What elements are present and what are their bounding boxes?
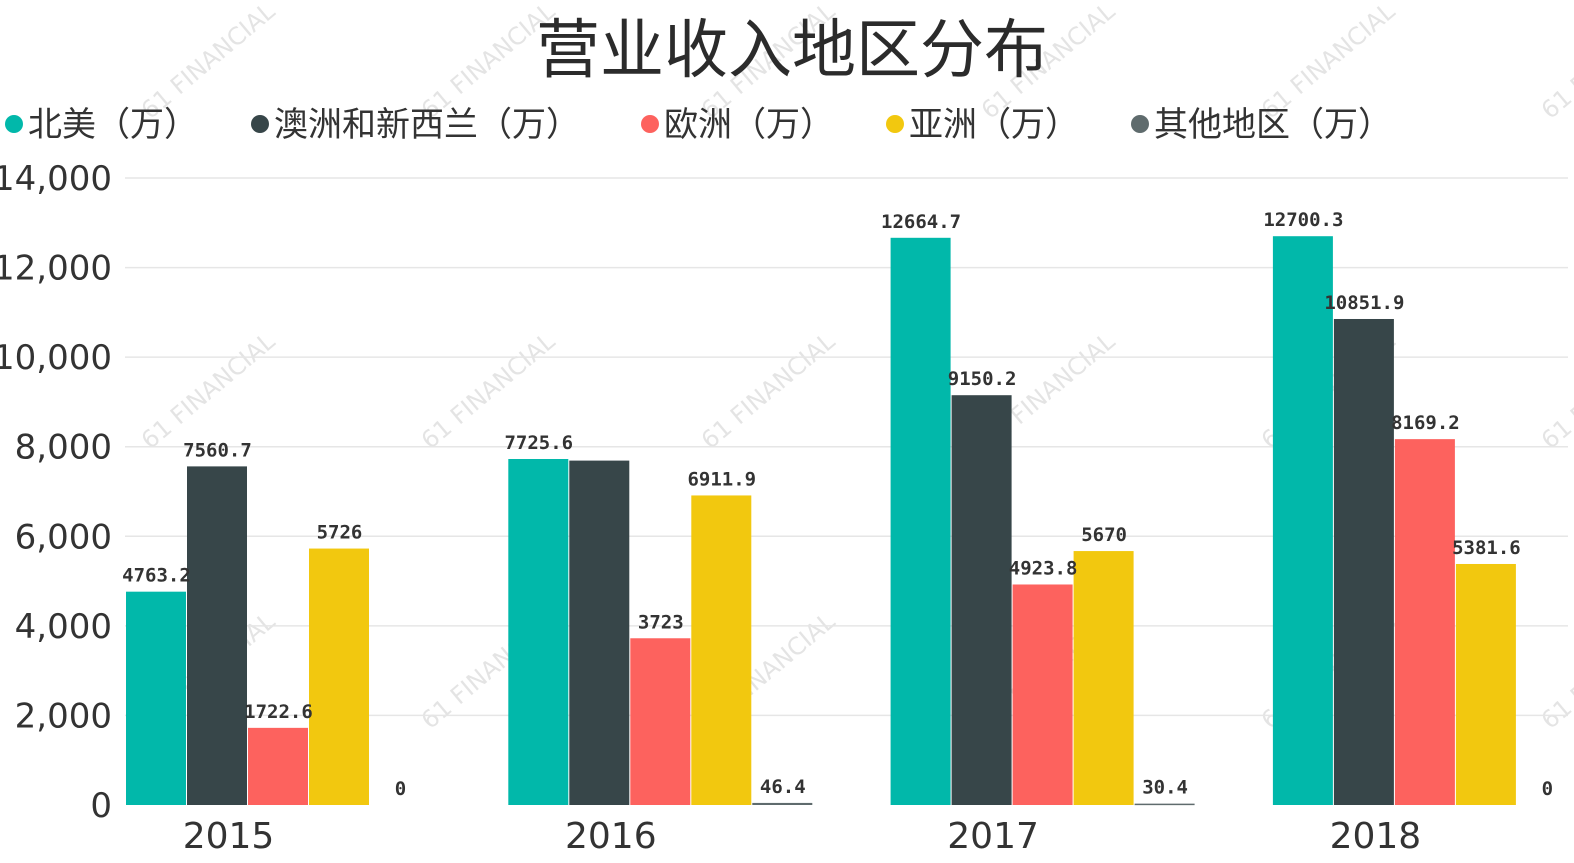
data-label: 6911.9 <box>687 468 756 490</box>
bar-欧洲（万）-2018 <box>1394 439 1455 805</box>
chart-title: 营业收入地区分布 <box>536 14 1048 88</box>
legend-label: 亚洲（万） <box>909 105 1079 145</box>
data-label: 3723 <box>638 611 684 633</box>
legend-label: 欧洲（万） <box>664 105 834 145</box>
legend-marker <box>641 115 659 133</box>
y-tick-label: 10,000 <box>0 338 112 378</box>
data-label: 8169.2 <box>1391 412 1460 434</box>
x-tick-label: 2016 <box>565 816 657 857</box>
bar-亚洲（万）-2016 <box>691 495 752 805</box>
bar-澳洲和新西兰（万）-2016 <box>569 460 630 805</box>
bar-欧洲（万）-2016 <box>630 638 691 805</box>
x-tick-label: 2015 <box>183 816 275 857</box>
bar-欧洲（万）-2015 <box>248 727 308 805</box>
data-label: 0 <box>395 778 406 800</box>
data-label: 4763.2 <box>122 565 191 587</box>
bar-其他地区（万）-2017 <box>1134 803 1195 806</box>
bar-亚洲（万）-2015 <box>309 548 369 805</box>
data-label: 5726 <box>317 522 363 544</box>
bar-北美（万）-2016 <box>508 459 569 805</box>
bars <box>126 236 1516 806</box>
x-tick-label: 2017 <box>947 816 1039 857</box>
data-label: 12700.3 <box>1263 209 1343 231</box>
legend-label: 其他地区（万） <box>1154 105 1392 145</box>
data-label: 7725.6 <box>504 432 573 454</box>
y-tick-label: 4,000 <box>15 607 112 647</box>
legend-marker <box>251 115 269 133</box>
legend-marker <box>1131 115 1149 133</box>
data-label: 1722.6 <box>244 701 313 723</box>
data-label: 5381.6 <box>1452 537 1521 559</box>
data-label: 46.4 <box>760 776 806 798</box>
y-tick-label: 6,000 <box>15 517 112 557</box>
y-tick-label: 2,000 <box>15 696 112 736</box>
data-label: 4923.8 <box>1009 557 1078 579</box>
data-label: 7560.7 <box>183 439 252 461</box>
data-label: 30.4 <box>1142 777 1188 799</box>
x-axis: 2015 2016 2017 2018 <box>183 816 1422 857</box>
bar-澳洲和新西兰（万）-2015 <box>187 466 247 805</box>
bar-澳洲和新西兰（万）-2018 <box>1333 318 1394 805</box>
legend-label: 澳洲和新西兰（万） <box>274 105 580 145</box>
data-label: 5670 <box>1081 524 1127 546</box>
bar-欧洲（万）-2017 <box>1012 584 1073 805</box>
watermark-text: 61 FINANCIAL <box>1536 327 1574 455</box>
bar-北美（万）-2017 <box>890 237 951 805</box>
data-label: 0 <box>1542 778 1553 800</box>
legend-marker <box>886 115 904 133</box>
bar-北美（万）-2018 <box>1272 236 1333 805</box>
data-label: 12664.7 <box>881 211 961 233</box>
legend-marker <box>5 115 23 133</box>
bar-亚洲（万）-2017 <box>1073 551 1134 805</box>
y-tick-label: 8,000 <box>15 428 112 468</box>
y-tick-label: 0 <box>90 786 112 826</box>
x-tick-label: 2018 <box>1330 816 1422 857</box>
y-axis: 0 2,000 4,000 6,000 8,000 10,000 12,000 14,000 <box>0 159 112 826</box>
watermark-text: 61 FINANCIAL <box>696 327 841 455</box>
data-labels: 4763.2 7560.7 1722.6 5726 0 7725.6 3723 6911.9 4… <box>122 209 1553 800</box>
y-tick-label: 12,000 <box>0 249 112 289</box>
data-label: 10851.9 <box>1324 292 1404 314</box>
legend: 北美（万） 澳洲和新西兰（万） 欧洲（万） 亚洲（万） 其他地区（万） <box>5 105 1392 145</box>
bar-北美（万）-2015 <box>126 591 186 805</box>
watermark-text: 61 FINANCIAL <box>1536 0 1574 125</box>
bar-亚洲（万）-2018 <box>1455 563 1516 805</box>
y-tick-label: 14,000 <box>0 159 112 199</box>
bar-其他地区（万）-2016 <box>752 802 813 805</box>
data-label: 9150.2 <box>948 368 1017 390</box>
watermark-text: 61 FINANCIAL <box>136 327 281 455</box>
legend-label: 北美（万） <box>28 105 198 145</box>
bar-澳洲和新西兰（万）-2017 <box>951 395 1012 805</box>
